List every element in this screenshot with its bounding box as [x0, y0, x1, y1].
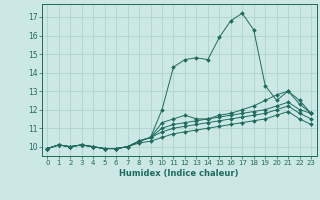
X-axis label: Humidex (Indice chaleur): Humidex (Indice chaleur) [119, 169, 239, 178]
